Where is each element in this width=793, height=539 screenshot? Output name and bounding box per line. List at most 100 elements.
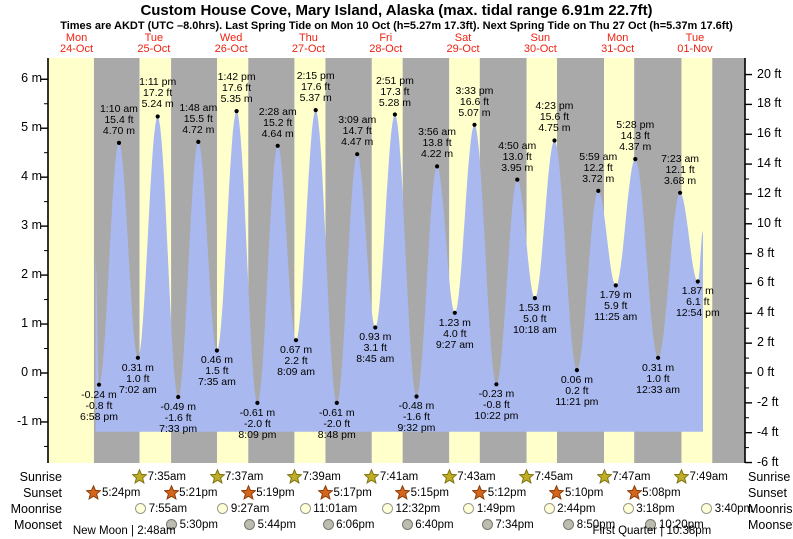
sunset-star-icon	[85, 484, 103, 500]
tide-time: 3:33 pm	[455, 84, 494, 97]
tide-time: 8:45 am	[356, 353, 395, 366]
tide-time: 7:23 am	[661, 152, 700, 165]
high-tide-dot	[435, 164, 440, 169]
moonrise-time: 1:49pm	[476, 503, 516, 515]
tide-height-ft: 14.7 ft	[342, 125, 372, 138]
low-tide-annotation: 1.23 m 4.0 ft 9:27 am	[407, 317, 503, 351]
high-tide-dot	[313, 108, 318, 113]
tide-height-ft: 16.6 ft	[459, 95, 490, 108]
tide-height-m: 3.72 m	[582, 172, 615, 185]
sunrise-icon	[131, 468, 148, 484]
moonrise-time: 7:55am	[148, 503, 188, 515]
sunrise-icon	[286, 468, 303, 484]
y-axis-label-m: 5 m	[21, 120, 42, 135]
low-tide-annotation: 0.31 m 1.0 ft 7:02 am	[90, 362, 186, 396]
moonrise-moon-icon	[135, 503, 147, 514]
row-label-moonrise: Moonrise	[10, 502, 62, 516]
sunset-star-icon	[394, 484, 411, 500]
tide-height-m: -0.61 m	[239, 406, 276, 419]
row-label-moonrise: Moonrise	[748, 502, 793, 516]
tide-time: 4:23 pm	[535, 100, 574, 113]
moonrise-moon-icon	[543, 503, 555, 514]
tide-height-m: -0.61 m	[318, 406, 355, 419]
sunset-icon	[85, 484, 103, 500]
tide-height-ft: 5.0 ft	[523, 313, 547, 326]
sunrise-star-icon	[286, 468, 303, 484]
high-tide-annotation: 2:28 am 15.2 ft 4.64 m	[230, 106, 326, 140]
tide-height-ft: 13.0 ft	[502, 150, 532, 163]
low-tide-dot	[293, 338, 299, 343]
high-tide-dot	[515, 177, 520, 182]
high-tide-annotation: 4:50 am 13.0 ft 3.95 m	[469, 140, 565, 174]
moonset-time: 10:20pm	[658, 519, 704, 531]
high-tide-annotation: 3:09 am 14.7 ft 4.47 m	[309, 115, 405, 148]
tide-height-m: 5.28 m	[378, 96, 411, 109]
tide-height-ft: 15.4 ft	[104, 113, 134, 126]
tide-height-ft: 2.2 ft	[284, 355, 308, 368]
tide-time: 10:18 am	[512, 324, 557, 337]
high-tide-annotation: 1:11 pm 17.2 ft 5.24 m	[110, 77, 206, 110]
sunrise-icon	[208, 468, 226, 484]
sunset-time: 5:08pm	[642, 487, 681, 499]
tide-time: 8:09 am	[277, 366, 316, 379]
moonset-moon-icon	[401, 519, 413, 530]
y-axis-label-ft: 4 ft	[757, 305, 775, 320]
sunrise-star-icon	[518, 468, 535, 484]
low-tide-dot	[452, 310, 457, 315]
tide-height-ft: 1.0 ft	[126, 372, 150, 385]
tide-height-m: 0.31 m	[642, 361, 675, 374]
tide-height-m: 0.67 m	[279, 344, 313, 357]
tide-time: 1:48 am	[179, 101, 218, 114]
low-tide-annotation: 0.46 m 1.5 ft 7:35 am	[169, 355, 265, 388]
tide-time: 1:11 pm	[139, 76, 177, 89]
tide-height-ft: -0.8 ft	[85, 399, 113, 412]
tide-height-ft: 17.3 ft	[380, 85, 410, 98]
high-tide-dot	[552, 138, 557, 143]
moonrise-time: 3:18pm	[636, 503, 675, 515]
high-tide-dot	[155, 114, 160, 119]
tide-height-m: 4.70 m	[102, 124, 135, 137]
sunset-star-icon	[471, 484, 489, 500]
sunset-icon	[317, 484, 334, 500]
tide-height-m: 4.47 m	[341, 136, 374, 149]
low-tide-annotation: -0.23 m -0.8 ft 10:22 pm	[448, 389, 544, 422]
moonset-time: 6:06pm	[336, 519, 375, 531]
moonrise-moon-icon	[622, 503, 634, 514]
tide-height-m: 5.07 m	[458, 106, 491, 119]
moon-phase-note: First Quarter | 10:38pm	[592, 525, 712, 537]
tide-height-m: 0.93 m	[359, 331, 392, 344]
row-label-moonset: Moonset	[748, 518, 793, 532]
tide-height-ft: 5.9 ft	[604, 300, 628, 313]
low-tide-annotation: 1.87 m 6.1 ft 12:54 pm	[650, 286, 746, 319]
tide-height-ft: 12.1 ft	[665, 163, 695, 176]
low-tide-dot	[695, 279, 700, 284]
low-tide-annotation: -0.61 m -2.0 ft 8:09 pm	[209, 406, 305, 441]
y-axis-label-ft: 8 ft	[757, 245, 775, 260]
tide-time: 9:32 pm	[397, 422, 436, 435]
low-tide-annotation: -0.48 m -1.6 ft 9:32 pm	[368, 401, 464, 434]
high-tide-annotation: 2:15 pm 17.6 ft 5.37 m	[268, 71, 364, 104]
tide-time: 9:27 am	[435, 338, 474, 351]
sunset-time: 5:19pm	[256, 487, 295, 499]
high-tide-dot	[392, 112, 397, 117]
y-axis-label-m: 3 m	[21, 218, 42, 233]
high-tide-annotation: 3:33 pm 16.6 ft 5.07 m	[426, 84, 522, 119]
tide-height-m: 0.06 m	[560, 374, 593, 387]
daylight-band	[48, 58, 94, 463]
sunrise-time: 7:47am	[612, 471, 651, 483]
sunset-icon	[162, 484, 180, 500]
moonrise-time: 2:44pm	[557, 503, 596, 515]
sunset-time: 5:17pm	[333, 487, 372, 499]
low-tide-dot	[334, 400, 339, 405]
sunrise-time: 7:37am	[225, 471, 264, 483]
tide-curve	[95, 110, 704, 432]
moonrise-time: 12:32pm	[395, 503, 441, 515]
tide-height-ft: -1.6 ft	[164, 411, 192, 424]
low-tide-annotation: 0.06 m 0.2 ft 11:21 pm	[529, 375, 625, 408]
low-tide-dot	[532, 296, 538, 301]
tide-height-m: 4.72 m	[182, 123, 215, 136]
sunset-icon	[548, 484, 566, 500]
tide-height-m: -0.24 m	[81, 388, 117, 401]
y-axis-label-ft: 18 ft	[757, 96, 782, 111]
